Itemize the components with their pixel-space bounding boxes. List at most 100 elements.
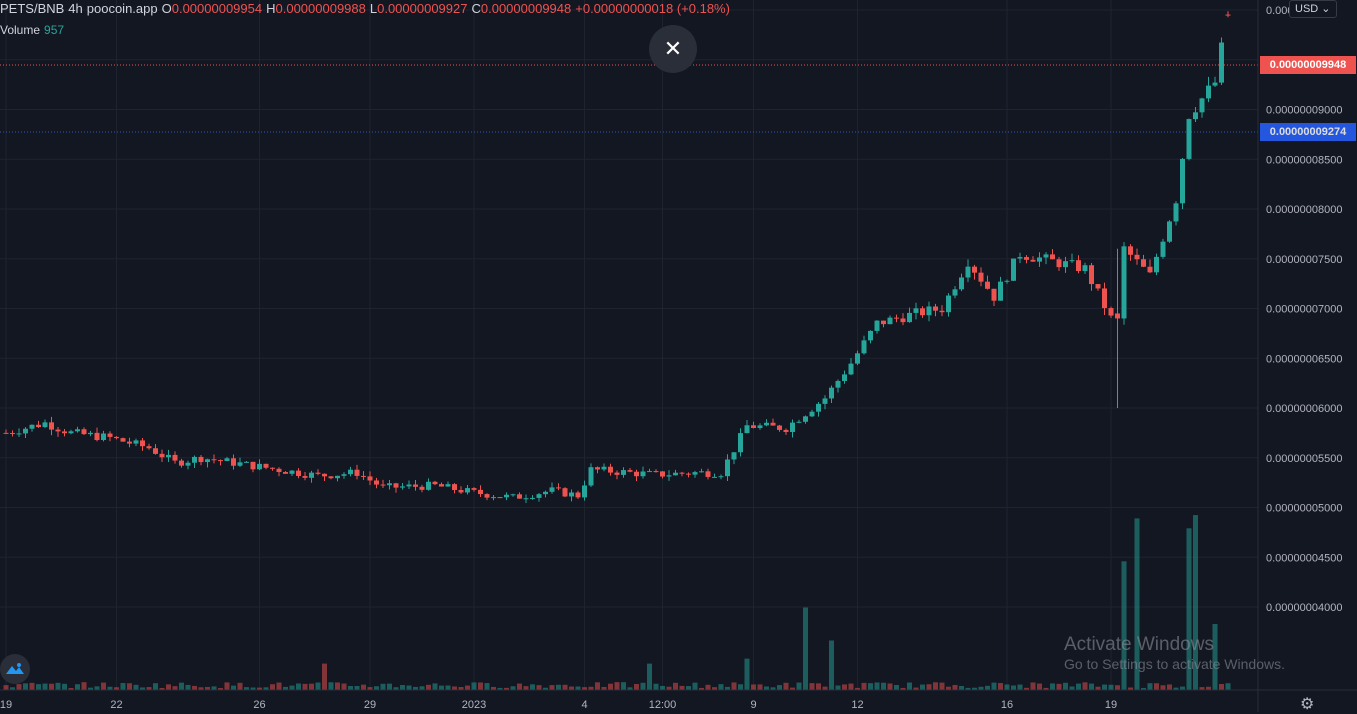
- candle-body: [1160, 241, 1166, 257]
- candle-body: [608, 466, 613, 473]
- candle-body: [1199, 98, 1205, 113]
- candle-body: [640, 471, 646, 477]
- candle-body: [614, 472, 620, 475]
- candle-body: [738, 433, 743, 453]
- candle-body: [803, 416, 808, 422]
- tradingview-logo-icon[interactable]: [0, 654, 30, 684]
- chevron-down-icon: ⌄: [1321, 3, 1331, 15]
- candle-body: [127, 441, 132, 444]
- candle-body: [29, 424, 35, 429]
- candle-body: [55, 429, 61, 432]
- candle-body: [510, 494, 516, 496]
- volume-bar: [211, 686, 217, 690]
- legend-interval[interactable]: 4h: [68, 1, 83, 16]
- volume-bar: [1030, 682, 1036, 690]
- volume-bar: [1121, 561, 1127, 690]
- close-button[interactable]: ✕: [649, 25, 697, 73]
- volume-bar: [49, 683, 54, 690]
- candle-body: [1095, 284, 1101, 289]
- candle-body: [972, 266, 977, 273]
- candle-body: [959, 277, 964, 290]
- volume-bar: [900, 687, 906, 690]
- volume-bar: [205, 686, 210, 690]
- volume-bar: [705, 684, 711, 690]
- price-axis-label: 0.00000007000: [1266, 304, 1342, 316]
- candle-body: [1076, 260, 1081, 272]
- candle-body: [146, 446, 152, 449]
- volume-bar: [998, 683, 1003, 690]
- candle-body: [842, 374, 847, 381]
- candle-body: [543, 491, 548, 495]
- legend-source: poocoin.app: [86, 1, 158, 16]
- volume-bar: [172, 686, 178, 690]
- volume-bar: [231, 685, 236, 690]
- volume-bar: [1076, 683, 1081, 690]
- volume-bar: [627, 687, 633, 690]
- candle-body: [231, 458, 236, 466]
- legend-symbol[interactable]: PETS/BNB: [0, 1, 65, 16]
- price-axis-label: 0.00000009000: [1266, 105, 1342, 117]
- candle-body: [1108, 308, 1114, 316]
- candle-body: [497, 497, 503, 499]
- volume-bar: [939, 682, 945, 690]
- volume-bar: [1154, 683, 1159, 690]
- volume-bar: [218, 687, 223, 690]
- candle-body: [1154, 256, 1159, 273]
- candle-body: [1089, 265, 1094, 285]
- candle-body: [400, 486, 405, 488]
- candle-body: [562, 488, 568, 497]
- volume-bar: [328, 682, 334, 690]
- volume-bar: [894, 684, 899, 690]
- volume-bar: [634, 684, 639, 690]
- candle-body: [198, 456, 204, 463]
- volume-bar: [1199, 687, 1205, 690]
- candle-body: [1167, 221, 1172, 242]
- candle-body: [237, 462, 243, 466]
- candle-body: [478, 489, 483, 495]
- candle-body: [1219, 42, 1224, 83]
- volume-bar: [452, 686, 457, 690]
- currency-select[interactable]: USD ⌄: [1289, 0, 1337, 18]
- volume-bar: [302, 683, 308, 690]
- volume-bar: [595, 682, 600, 690]
- candle-body: [491, 497, 496, 499]
- gear-icon[interactable]: ⚙: [1300, 696, 1315, 713]
- candle-body: [380, 484, 386, 486]
- volume-bar: [374, 686, 379, 690]
- volume-legend: Volume 957: [0, 23, 68, 37]
- volume-bar: [790, 687, 795, 690]
- volume-bar: [419, 686, 425, 690]
- volume-bar: [426, 684, 431, 690]
- volume-bar: [978, 686, 984, 690]
- volume-bar: [159, 688, 165, 690]
- time-axis: 19 22 26 29 2023 4 12:00 9 12 16 19: [0, 689, 1357, 711]
- volume-bar: [692, 682, 698, 690]
- volume-bars: [3, 515, 1231, 690]
- volume-bar: [1063, 682, 1068, 690]
- price-axis-label: 0.00000008500: [1266, 154, 1342, 166]
- last-price-tag: 0.00000009948: [1260, 56, 1356, 74]
- candle-body: [1141, 259, 1146, 267]
- volume-bar: [517, 683, 522, 690]
- candle-body: [1069, 260, 1075, 262]
- volume-bar: [484, 683, 490, 690]
- candle-body: [426, 481, 431, 490]
- candle-body: [439, 484, 444, 487]
- volume-bar: [731, 682, 737, 690]
- candle-body: [900, 318, 906, 323]
- volume-bar: [361, 684, 366, 690]
- volume-bar: [887, 683, 893, 690]
- volume-bar: [250, 687, 256, 690]
- volume-bar: [465, 685, 470, 690]
- volume-bar: [471, 682, 477, 690]
- volume-bar: [796, 682, 802, 690]
- candle-body: [1225, 14, 1231, 16]
- volume-bar: [107, 686, 113, 690]
- volume-bar: [666, 686, 672, 690]
- volume-bar: [510, 686, 516, 690]
- candle-body: [211, 459, 217, 461]
- candle-body: [790, 422, 795, 432]
- candle-body: [673, 472, 678, 476]
- candle-body: [484, 494, 490, 498]
